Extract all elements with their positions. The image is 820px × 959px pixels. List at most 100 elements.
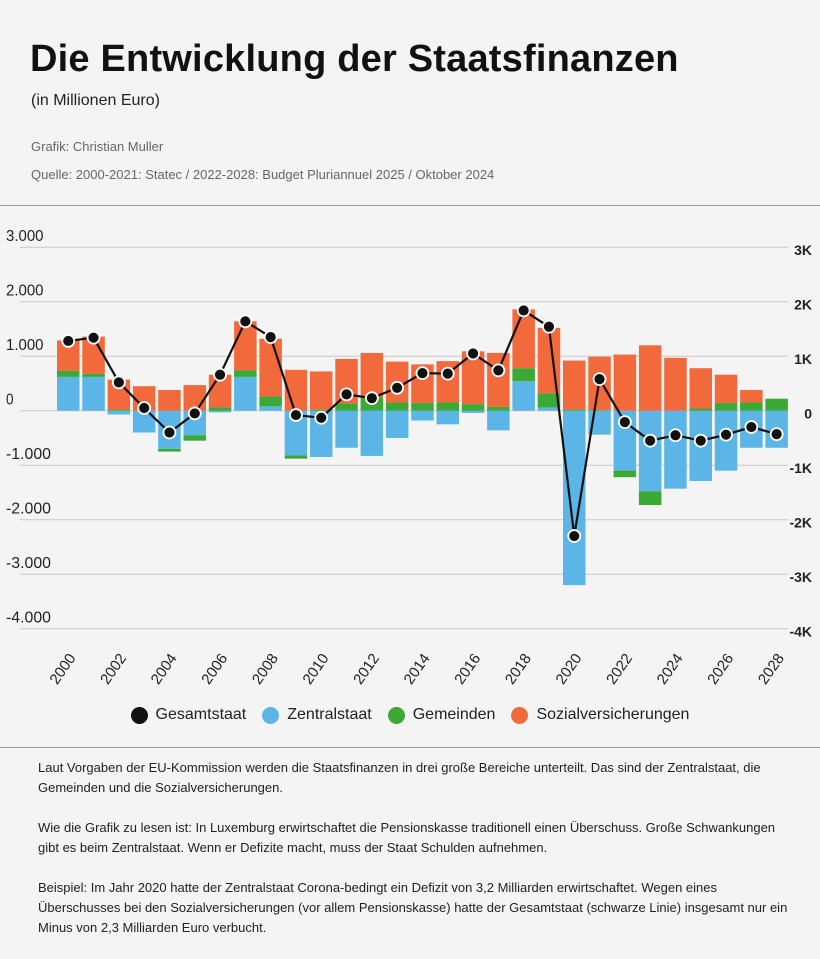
- bar-sozialversicherungen-2025: [689, 368, 712, 409]
- y-tick-label-right: -1K: [789, 460, 812, 476]
- gesamtstaat-point-2015: [440, 366, 455, 381]
- legend-item-gemeinden[interactable]: Gemeinden: [387, 706, 496, 724]
- legend-label: Gemeinden: [412, 706, 496, 723]
- bar-zentralstaat-2000: [57, 376, 80, 411]
- gesamtstaat-point-2021: [592, 372, 607, 386]
- bar-gemeinden-2022: [613, 470, 637, 478]
- bar-gemeinden-2005: [183, 435, 206, 441]
- x-tick-label: 2004: [148, 651, 181, 688]
- bar-sozialversicherungen-2027: [740, 389, 763, 403]
- gesamtstaat-point-2000: [61, 334, 76, 348]
- bar-gemeinden-2008: [259, 396, 282, 407]
- y-tick-label-left: 3.000: [6, 228, 44, 245]
- bar-sozialversicherungen-2000: [57, 340, 80, 371]
- bar-zentralstaat-2011: [335, 410, 358, 448]
- legend-label: Gesamtstaat: [155, 706, 247, 723]
- bar-zentralstaat-2016: [461, 410, 485, 413]
- gesamtstaat-point-2023: [643, 433, 658, 448]
- explanation-text: Laut Vorgaben der EU-Kommission werden d…: [38, 758, 788, 958]
- gesamtstaat-point-2027: [744, 420, 759, 434]
- bar-gemeinden-2010: [310, 409, 333, 411]
- x-tick-label: 2022: [603, 651, 636, 688]
- bar-zentralstaat-2024: [664, 410, 687, 489]
- bar-gemeinden-2027: [740, 402, 763, 411]
- gesamtstaat-point-2005: [187, 406, 202, 421]
- bar-zentralstaat-2003: [132, 410, 156, 433]
- y-tick-label-left: -3.000: [6, 555, 51, 572]
- divider: [0, 205, 820, 206]
- y-tick-label-right: -2K: [789, 515, 812, 531]
- bar-sozialversicherungen-2008: [259, 338, 282, 397]
- y-tick-label-right: -3K: [789, 569, 812, 585]
- x-tick-label: 2002: [97, 651, 130, 688]
- bar-gemeinden-2013: [385, 402, 409, 411]
- bar-zentralstaat-2013: [385, 410, 409, 438]
- gesamtstaat-point-2004: [162, 425, 177, 440]
- gesamtstaat-point-2018: [516, 303, 531, 318]
- chart-subtitle: (in Millionen Euro): [31, 92, 160, 109]
- note-paragraph: Laut Vorgaben der EU-Kommission werden d…: [38, 760, 761, 795]
- gesamtstaat-point-2006: [213, 367, 227, 382]
- bar-zentralstaat-2012: [360, 410, 384, 456]
- legend-swatch: [262, 706, 280, 724]
- legend-item-gesamtstaat[interactable]: Gesamtstaat: [130, 706, 247, 724]
- gesamtstaat-point-2007: [238, 314, 253, 329]
- y-tick-label-right: 0: [804, 406, 812, 422]
- bar-zentralstaat-2023: [638, 410, 662, 492]
- legend-swatch: [387, 706, 405, 724]
- bar-sozialversicherungen-2018: [512, 309, 535, 369]
- bar-sozialversicherungen-2023: [638, 345, 662, 411]
- bar-sozialversicherungen-2016: [461, 351, 485, 405]
- gesamtstaat-point-2020: [567, 529, 582, 543]
- y-tick-label-right: 3K: [794, 242, 812, 258]
- x-tick-label: 2012: [350, 651, 383, 688]
- y-tick-label-right: -4K: [789, 624, 812, 640]
- gesamtstaat-point-2019: [542, 319, 556, 334]
- y-tick-label-left: -1.000: [6, 446, 51, 463]
- bar-sozialversicherungen-2012: [360, 352, 384, 398]
- chart-title: Die Entwicklung der Staatsfinanzen: [30, 38, 679, 80]
- bar-zentralstaat-2018: [512, 381, 535, 411]
- x-tick-label: 2026: [704, 651, 737, 688]
- gesamtstaat-point-2003: [137, 401, 152, 415]
- bar-gemeinden-2020: [563, 409, 586, 411]
- bar-gemeinden-2015: [436, 402, 459, 411]
- bar-gemeinden-2025: [689, 408, 712, 411]
- bar-gemeinden-2007: [234, 370, 257, 377]
- bar-zentralstaat-2017: [487, 410, 510, 431]
- bar-gemeinden-2021: [588, 410, 611, 411]
- y-tick-label-left: 2.000: [6, 283, 44, 300]
- legend-item-sozialversicherungen[interactable]: Sozialversicherungen: [511, 706, 689, 724]
- bar-zentralstaat-2009: [284, 410, 308, 456]
- bar-sozialversicherungen-2004: [158, 389, 181, 411]
- legend-swatch: [511, 706, 529, 724]
- legend-swatch: [130, 706, 148, 724]
- bar-sozialversicherungen-2022: [613, 354, 637, 411]
- bar-sozialversicherungen-2010: [310, 371, 333, 410]
- source: Quelle: 2000-2021: Statec / 2022-2028: B…: [31, 167, 495, 182]
- x-tick-label: 2014: [401, 651, 434, 688]
- credit: Grafik: Christian Muller: [31, 139, 164, 154]
- gesamtstaat-point-2017: [491, 363, 506, 378]
- gesamtstaat-point-2001: [86, 330, 101, 345]
- gesamtstaat-point-2026: [719, 427, 733, 442]
- bar-gemeinden-2016: [461, 404, 485, 411]
- x-tick-label: 2024: [654, 651, 687, 688]
- note-paragraph: Beispiel: Im Jahr 2020 hatte der Zentral…: [38, 880, 788, 935]
- legend-item-zentralstaat[interactable]: Zentralstaat: [262, 706, 372, 724]
- gesamtstaat-point-2014: [415, 366, 430, 380]
- bar-gemeinden-2006: [208, 407, 232, 411]
- bar-zentralstaat-2008: [259, 406, 282, 411]
- divider: [0, 747, 820, 748]
- bar-sozialversicherungen-2024: [664, 357, 687, 411]
- x-tick-label: 2006: [198, 651, 231, 688]
- bar-sozialversicherungen-2026: [714, 374, 738, 404]
- bar-gemeinden-2023: [638, 491, 662, 505]
- y-tick-label-left: 0: [6, 392, 14, 409]
- bar-gemeinden-2026: [714, 403, 738, 411]
- x-tick-label: 2000: [46, 651, 79, 688]
- y-tick-label-left: -4.000: [6, 610, 51, 627]
- bar-zentralstaat-2006: [208, 410, 232, 413]
- gesamtstaat-point-2022: [617, 415, 632, 430]
- bar-gemeinden-2009: [284, 455, 308, 459]
